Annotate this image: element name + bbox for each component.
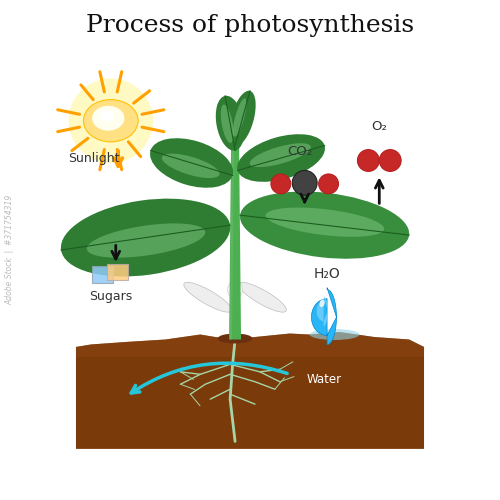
FancyBboxPatch shape [92,266,114,283]
Text: O₂: O₂ [372,120,387,133]
Circle shape [292,170,317,196]
Text: H₂O: H₂O [314,267,340,281]
Ellipse shape [150,138,233,188]
Polygon shape [230,140,234,340]
Polygon shape [312,288,336,344]
Ellipse shape [162,154,220,178]
Ellipse shape [320,300,324,307]
Text: Sugars: Sugars [89,290,132,303]
Ellipse shape [240,192,409,258]
Circle shape [271,174,291,194]
Ellipse shape [237,134,325,182]
Polygon shape [76,332,424,357]
Ellipse shape [228,281,242,298]
Ellipse shape [61,198,230,276]
Ellipse shape [216,96,244,150]
Text: Water: Water [307,373,342,386]
Ellipse shape [250,143,311,167]
Ellipse shape [266,208,384,237]
Text: Sunlight: Sunlight [68,152,119,164]
Ellipse shape [87,224,205,258]
Polygon shape [229,140,241,340]
Ellipse shape [184,282,232,312]
Ellipse shape [100,110,114,121]
Ellipse shape [238,282,286,312]
Ellipse shape [233,98,246,136]
Ellipse shape [310,329,360,340]
Circle shape [68,78,153,163]
Polygon shape [316,295,328,326]
Ellipse shape [92,106,124,130]
Text: CO₂: CO₂ [287,145,312,158]
Text: Process of photosynthesis: Process of photosynthesis [86,14,414,37]
Polygon shape [76,332,424,449]
Text: Adobe Stock  |  #371754319: Adobe Stock | #371754319 [6,195,15,305]
Ellipse shape [230,90,256,146]
Circle shape [358,150,380,172]
Ellipse shape [84,100,138,142]
Ellipse shape [218,334,252,344]
FancyBboxPatch shape [108,264,128,280]
Ellipse shape [221,104,234,143]
Circle shape [380,150,401,172]
Circle shape [318,174,338,194]
